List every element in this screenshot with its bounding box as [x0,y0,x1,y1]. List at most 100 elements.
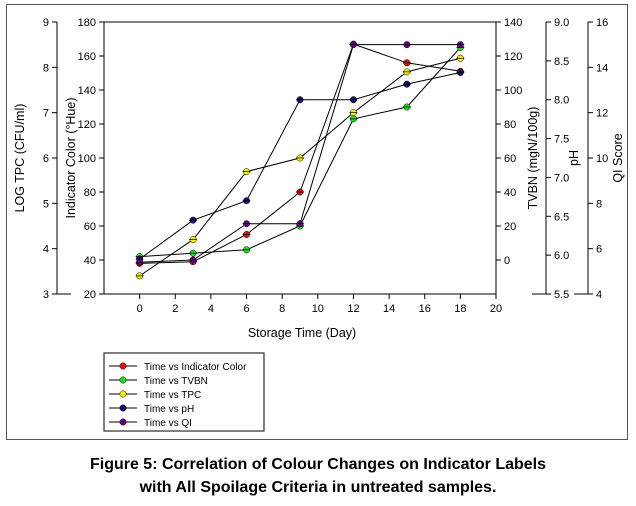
x-tick-label: 8 [279,303,285,315]
ph-tick-label: 6.5 [554,211,569,223]
data-point [402,59,411,67]
tvbn-tick-label: 20 [504,221,516,233]
legend-label: Time vs QI [144,418,192,429]
color-tick-label: 20 [84,289,96,301]
x-tick-label: 12 [347,303,359,315]
qi-axis: 4 6 8 10 12 14 16 QI Score [574,17,625,301]
data-point [189,216,198,224]
tpc-tick-label: 7 [43,108,49,120]
tpc-axis: 3 4 5 6 7 8 9 LOG TPC (CFU/ml) [13,17,71,301]
data-point [402,41,411,49]
legend-label: Time vs TVBN [144,376,208,387]
color-tick-label: 60 [84,221,96,233]
data-point [242,231,251,238]
x-axis: 0 2 4 6 8 10 12 14 16 18 20 Storage Time (Day) [137,294,502,340]
caption-line-2: with All Spoilage Criteria in untreated … [139,479,497,496]
data-point [402,103,411,111]
color-axis-title: Indicator Color (°Hue) [64,97,78,218]
series-5 [135,41,465,266]
figure-caption: Figure 5: Correlation of Colour Changes … [0,453,636,499]
ph-tick-label: 8.5 [554,56,569,68]
ph-tick-label: 8.0 [554,95,569,107]
legend-label: Time vs TPC [144,390,201,401]
data-point [296,220,304,228]
tvbn-tick-label: 0 [504,255,510,267]
data-point [296,188,304,196]
x-tick-label: 6 [243,303,249,315]
qi-tick-label: 12 [596,108,608,120]
qi-tick-label: 4 [596,289,602,301]
legend-label: Time vs Indicator Color [144,362,247,373]
legend-swatch-marker [119,376,127,384]
series-line [139,57,461,277]
series-3 [135,54,465,280]
data-point [349,115,358,123]
ph-tick-label: 9.0 [554,17,569,29]
x-tick-label: 0 [137,303,143,315]
series-1 [135,40,465,267]
data-point [242,246,251,254]
data-point [189,249,198,257]
data-point [242,197,251,205]
tvbn-tick-label: 80 [504,119,516,131]
qi-tick-label: 16 [596,17,608,29]
legend-item: Time vs Indicator Color [109,362,247,373]
ph-tick-label: 5.5 [554,289,569,301]
legend-swatch-marker [119,404,127,412]
color-tick-label: 40 [84,255,96,267]
tpc-tick-label: 6 [43,153,49,165]
legend-swatch-marker [119,390,127,398]
data-point [402,68,411,76]
data-point [296,154,304,162]
data-point [456,69,465,76]
ph-tick-label: 7.5 [554,134,569,146]
color-tick-label: 120 [78,119,96,131]
tpc-tick-label: 3 [43,289,49,301]
data-point [456,41,465,49]
qi-tick-label: 14 [596,62,608,74]
color-tick-label: 80 [84,187,96,199]
qi-tick-label: 8 [596,198,602,210]
x-tick-label: 16 [419,303,431,315]
tvbn-tick-label: 100 [504,85,522,97]
x-tick-label: 14 [383,303,395,315]
qi-axis-title: QI Score [611,133,625,182]
tpc-axis-title: LOG TPC (CFU/ml) [13,104,27,213]
chart: 0 2 4 6 8 10 12 14 16 18 20 Storage Time (Day) 3 4 5 6 7… [13,17,625,432]
data-point [296,96,304,104]
x-tick-label: 2 [172,303,178,315]
data-point [349,41,358,49]
ph-tick-label: 6.0 [554,250,569,262]
axes: 0 2 4 6 8 10 12 14 16 18 20 Storage Time (Day) 3 4 5 6 7… [13,17,625,340]
data-point [242,220,251,228]
tpc-tick-label: 4 [43,244,49,256]
data-point [242,168,251,176]
ph-axis-title: pH [567,150,581,166]
series-line [139,43,461,264]
tpc-tick-label: 9 [43,17,49,29]
chart-frame [6,4,628,440]
legend-swatch-marker [119,362,127,370]
data-point [402,80,411,88]
x-tick-label: 18 [454,303,466,315]
tvbn-tick-label: 120 [504,51,522,63]
legend: Time vs Indicator Color Time vs TVBN Time … [103,352,265,432]
legend-item: Time vs TVBN [109,376,208,387]
ph-axis: 5.5 6.0 6.5 7.0 7.5 8.0 8.5 9.0 pH [532,17,581,301]
tvbn-tick-label: 140 [504,17,522,29]
color-tick-label: 100 [78,153,96,165]
color-tick-label: 180 [78,17,96,29]
series-lines [135,40,465,280]
data-point [349,96,358,104]
legend-label: Time vs pH [144,404,194,415]
data-point [135,272,144,280]
series-2 [135,44,465,261]
color-tick-label: 140 [78,85,96,97]
ph-tick-label: 7.0 [554,172,569,184]
x-axis-title: Storage Time (Day) [248,326,356,340]
data-point [135,258,144,266]
tvbn-tick-label: 40 [504,187,516,199]
x-tick-label: 10 [312,303,324,315]
data-point [349,109,358,117]
tvbn-tick-label: 60 [504,153,516,165]
